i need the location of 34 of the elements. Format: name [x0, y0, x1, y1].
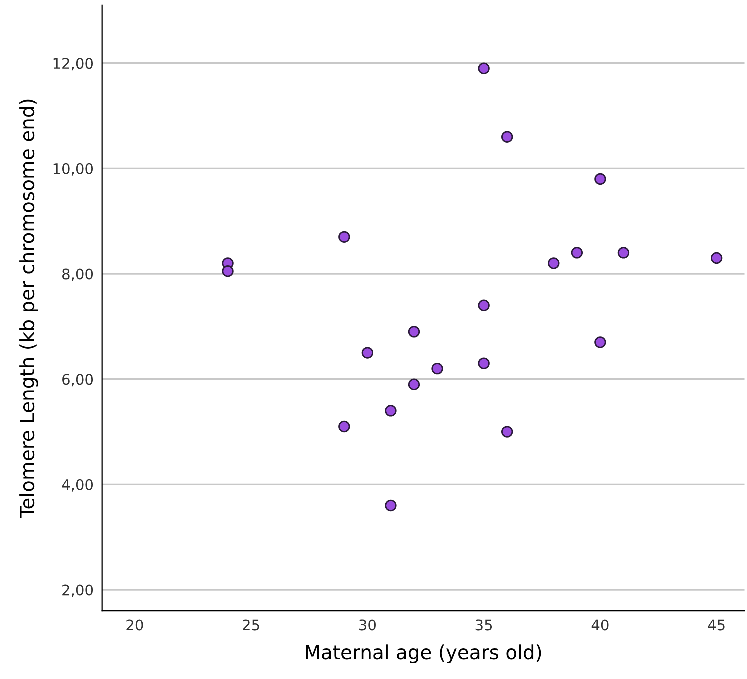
point: [362, 347, 374, 359]
y-tick-label: 10,00: [54, 163, 94, 176]
point: [385, 500, 397, 512]
y-tick-label: 4,00: [62, 479, 94, 492]
y-tick-label: 2,00: [62, 584, 94, 598]
x-axis-title: Maternal age (years old): [306, 644, 542, 664]
x-tick-label: 35: [476, 620, 492, 631]
x-tick-label: 20: [126, 620, 144, 631]
point: [710, 252, 723, 264]
x-tick-label: 30: [360, 620, 376, 631]
point: [338, 231, 350, 244]
y-tick-label: 6,00: [62, 374, 94, 387]
point: [408, 326, 420, 338]
y-axis-title: Telomere Length (kb per chromosome end): [20, 100, 38, 518]
point: [594, 173, 606, 186]
point: [385, 405, 397, 417]
point: [571, 247, 584, 259]
x-tick-label: 40: [592, 620, 609, 631]
y-tick-label: 12,00: [54, 58, 94, 71]
point: [478, 358, 490, 370]
y-tick-label: 8,00: [62, 268, 94, 282]
point: [594, 336, 606, 348]
point: [222, 266, 234, 278]
point: [408, 378, 420, 390]
point: [338, 420, 350, 433]
x-tick-label: 25: [243, 620, 260, 631]
point: [502, 131, 514, 143]
point: [618, 247, 630, 259]
point: [548, 258, 560, 270]
point: [478, 62, 490, 74]
point: [502, 426, 514, 438]
x-tick-label: 45: [708, 620, 725, 631]
point: [432, 362, 444, 375]
point: [478, 300, 490, 312]
